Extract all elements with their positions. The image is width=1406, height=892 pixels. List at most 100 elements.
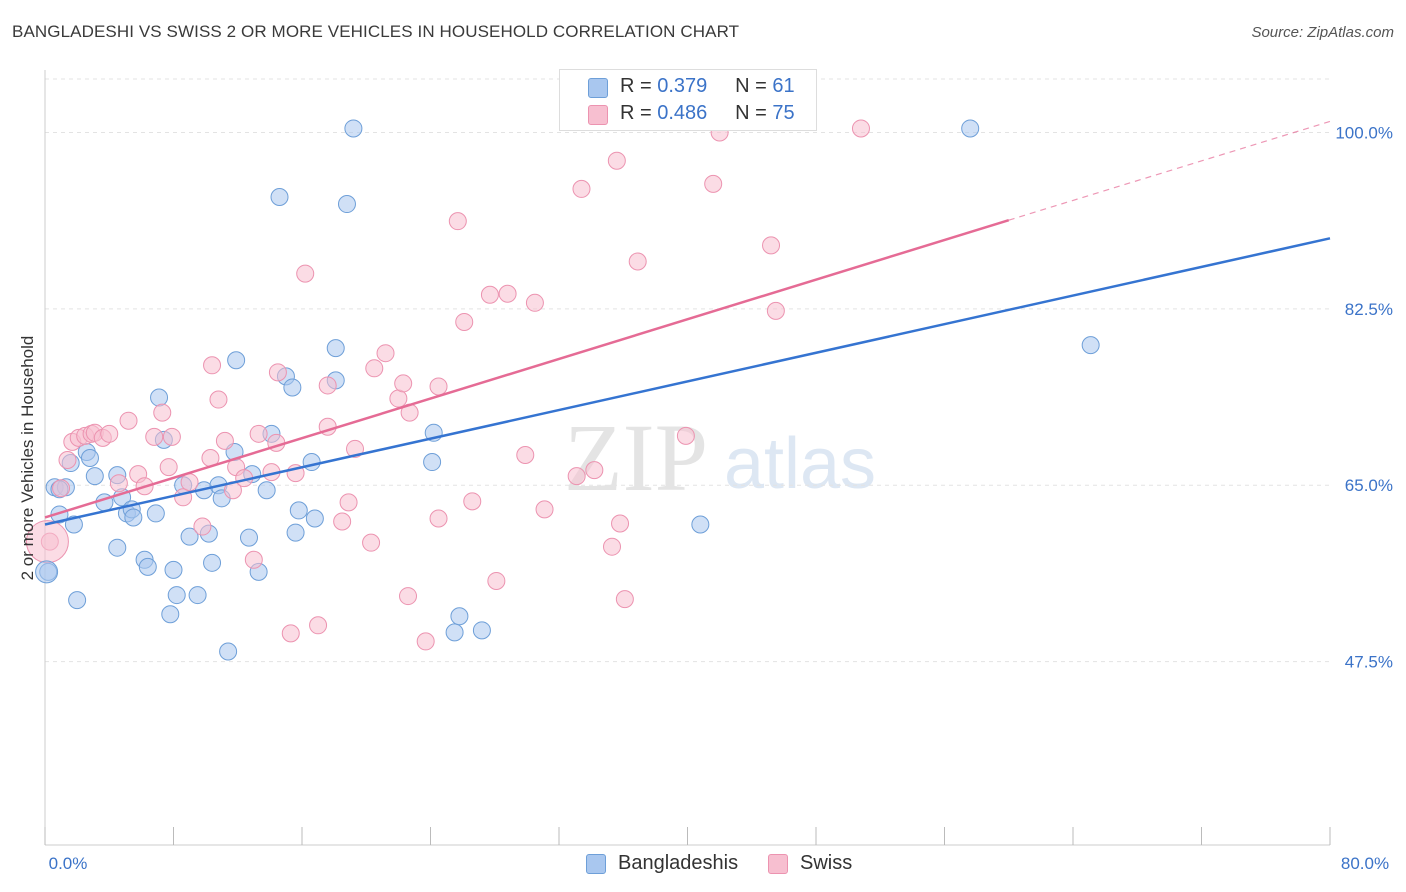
swiss-point bbox=[399, 587, 418, 606]
bangladeshi-point bbox=[344, 119, 363, 138]
swiss-point bbox=[58, 451, 77, 470]
n-value: 75 bbox=[772, 102, 795, 124]
watermark-atlas: atlas bbox=[724, 424, 876, 504]
swiss-point bbox=[535, 500, 554, 519]
swiss-point bbox=[109, 474, 128, 493]
swiss-point bbox=[429, 509, 448, 528]
bangladeshi-point bbox=[203, 553, 222, 572]
swiss-point bbox=[704, 174, 723, 193]
swiss-point bbox=[628, 252, 647, 271]
swiss-point bbox=[567, 467, 586, 486]
bangladeshi-point bbox=[1081, 336, 1100, 355]
swiss-point bbox=[346, 439, 365, 458]
y-tick-label: 82.5% bbox=[1345, 300, 1393, 319]
swiss-point bbox=[572, 179, 591, 198]
swiss-point bbox=[339, 493, 358, 512]
swiss-point bbox=[318, 376, 337, 395]
swiss-point bbox=[480, 285, 499, 304]
y-tick-label: 65.0% bbox=[1345, 476, 1393, 495]
bangladeshi-point bbox=[68, 591, 87, 610]
swiss-point bbox=[333, 512, 352, 531]
bangladeshi-point bbox=[691, 515, 710, 534]
swiss-point bbox=[180, 473, 199, 492]
bangladeshi-point bbox=[85, 467, 104, 486]
swiss-point bbox=[159, 458, 178, 477]
swiss-point bbox=[416, 632, 435, 651]
bangladeshis-swatch bbox=[588, 78, 608, 98]
swiss-point bbox=[100, 424, 119, 443]
swiss-point bbox=[162, 427, 181, 446]
bangladeshi-point-large bbox=[35, 560, 59, 584]
legend-row-text: R = 0.379 N = 61 bbox=[620, 75, 795, 98]
swiss-point bbox=[463, 492, 482, 511]
swiss-point bbox=[268, 363, 287, 382]
swiss-point bbox=[611, 514, 630, 533]
swiss-point bbox=[585, 461, 604, 480]
swiss-point bbox=[281, 624, 300, 643]
bangladeshi-point bbox=[138, 557, 157, 576]
swiss-point bbox=[203, 356, 222, 375]
bangladeshi-point bbox=[286, 523, 305, 542]
bangladeshi-point bbox=[257, 481, 276, 500]
source-label: Source: ZipAtlas.com bbox=[1251, 24, 1394, 41]
bangladeshi-point bbox=[445, 623, 464, 642]
bangladeshi-point bbox=[161, 605, 180, 624]
swiss-point bbox=[153, 403, 172, 422]
r-value: 0.379 bbox=[657, 75, 708, 97]
bangladeshi-point bbox=[239, 528, 258, 547]
y-tick-label: 100.0% bbox=[1335, 123, 1393, 142]
bangladeshi-point bbox=[302, 453, 321, 472]
swiss-point bbox=[52, 479, 71, 498]
swiss-point bbox=[394, 374, 413, 393]
swiss-point bbox=[244, 550, 263, 569]
swiss-point bbox=[676, 426, 695, 445]
correlation-legend: R = 0.379 N = 61 R = 0.486 N = 75 bbox=[559, 69, 817, 131]
swiss-point bbox=[607, 151, 626, 170]
swiss-point bbox=[429, 377, 448, 396]
x-tick-label: 0.0% bbox=[49, 854, 88, 873]
swiss-point bbox=[193, 517, 212, 536]
bangladeshi-point bbox=[283, 378, 302, 397]
x-tick-label: 80.0% bbox=[1341, 854, 1389, 873]
bangladeshi-point bbox=[289, 501, 308, 520]
bangladeshi-point bbox=[167, 586, 186, 605]
swiss-point bbox=[145, 427, 164, 446]
swiss-point bbox=[603, 537, 622, 556]
bangladeshi-point bbox=[337, 195, 356, 214]
bangladeshi-point bbox=[305, 509, 324, 528]
bangladeshi-trend-line bbox=[44, 237, 1331, 526]
bangladeshi-point bbox=[326, 339, 345, 358]
bangladeshi-point bbox=[423, 453, 442, 472]
swiss-point bbox=[762, 236, 781, 255]
bangladeshi-point bbox=[180, 527, 199, 546]
swiss-point bbox=[119, 411, 138, 430]
bangladeshi-point bbox=[108, 538, 127, 557]
swiss-point bbox=[516, 445, 535, 464]
swiss-swatch bbox=[768, 854, 788, 874]
bangladeshi-point bbox=[150, 388, 169, 407]
n-label: N = bbox=[735, 102, 767, 124]
bangladeshi-point bbox=[270, 187, 289, 206]
legend-row-text: R = 0.486 N = 75 bbox=[620, 102, 795, 125]
swiss-point bbox=[448, 212, 467, 231]
swiss-swatch bbox=[588, 105, 608, 125]
r-label: R = bbox=[620, 102, 652, 124]
bangladeshi-point bbox=[450, 607, 469, 626]
n-value: 61 bbox=[772, 75, 795, 97]
r-label: R = bbox=[620, 75, 652, 97]
swiss-point bbox=[487, 571, 506, 590]
bangladeshi-point bbox=[80, 449, 99, 468]
swiss-trend-extension bbox=[1008, 120, 1331, 221]
y-tick-label: 47.5% bbox=[1345, 653, 1393, 672]
bangladeshi-point bbox=[227, 351, 246, 370]
swiss-point bbox=[309, 616, 328, 635]
bangladeshi-point bbox=[188, 586, 207, 605]
swiss-point bbox=[376, 344, 395, 363]
swiss-point bbox=[215, 431, 234, 450]
swiss-point bbox=[498, 284, 517, 303]
swiss-point bbox=[362, 533, 381, 552]
bangladeshi-point bbox=[124, 508, 143, 527]
bangladeshi-point bbox=[472, 621, 491, 640]
bangladeshi-point bbox=[961, 119, 980, 138]
